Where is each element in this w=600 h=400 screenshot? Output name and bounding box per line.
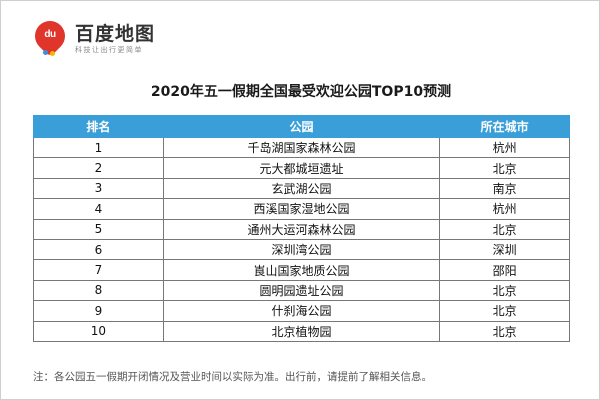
rank-cell: 6 [33,238,164,261]
city-cell: 深圳 [439,238,570,261]
park-cell: 圆明园遗址公园 [162,279,441,302]
city-cell: 杭州 [439,136,570,159]
table-header-row: 排名 公园 所在城市 [33,115,570,138]
ranking-table: 排名 公园 所在城市 1 千岛湖国家森林公园 杭州 2 元大都城垣遗址 北京 3… [33,115,570,342]
table-row: 5 通州大运河森林公园 北京 [33,218,570,240]
park-cell: 西溪国家湿地公园 [162,198,441,220]
table-row: 9 什刹海公园 北京 [33,300,570,322]
header-rank: 排名 [33,115,164,138]
city-cell: 北京 [439,320,570,342]
park-cell: 崀山国家地质公园 [162,259,441,281]
table-row: 4 西溪国家湿地公园 杭州 [33,198,570,220]
rank-cell: 9 [33,300,164,322]
table-row: 6 深圳湾公园 深圳 [33,238,570,261]
park-cell: 元大都城垣遗址 [162,157,441,179]
city-cell: 北京 [439,218,570,240]
rank-cell: 1 [33,136,164,159]
city-cell: 杭州 [439,198,570,220]
rank-cell: 2 [33,157,164,179]
park-cell: 玄武湖公园 [162,177,441,200]
city-cell: 南京 [439,177,570,200]
footnote: 注：各公园五一假期开闭情况及营业时间以实际为准。出行前，请提前了解相关信息。 [33,371,432,383]
map-pin-icon: du [28,14,72,58]
city-cell: 北京 [439,157,570,179]
park-cell: 深圳湾公园 [162,238,441,261]
table-row: 10 北京植物园 北京 [33,320,570,342]
city-cell: 邵阳 [439,259,570,281]
table-row: 3 玄武湖公园 南京 [33,177,570,200]
park-cell: 千岛湖国家森林公园 [162,136,441,159]
park-cell: 北京植物园 [162,320,441,342]
page-title: 2020年五一假期全国最受欢迎公园TOP10预测 [150,84,452,100]
city-cell: 北京 [439,279,570,302]
baidu-map-logo: du 百度地图 科技让出行更简单 [28,14,156,59]
park-cell: 通州大运河森林公园 [162,218,441,240]
table-row: 1 千岛湖国家森林公园 杭州 [33,136,570,159]
header-city: 所在城市 [439,115,570,138]
rank-cell: 4 [33,198,164,220]
rank-cell: 10 [33,320,164,342]
rank-cell: 5 [33,218,164,240]
rank-cell: 8 [33,279,164,302]
table-row: 7 崀山国家地质公园 邵阳 [33,259,570,281]
rank-cell: 7 [33,259,164,281]
header-park: 公园 [162,115,441,138]
logo-name: 百度地图 [75,23,156,45]
logo-slogan: 科技让出行更简单 [75,46,143,54]
table-row: 2 元大都城垣遗址 北京 [33,157,570,179]
table-row: 8 圆明园遗址公园 北京 [33,279,570,302]
park-cell: 什刹海公园 [162,300,441,322]
rank-cell: 3 [33,177,164,200]
logo-badge-text: du [44,29,56,40]
city-cell: 北京 [439,300,570,322]
